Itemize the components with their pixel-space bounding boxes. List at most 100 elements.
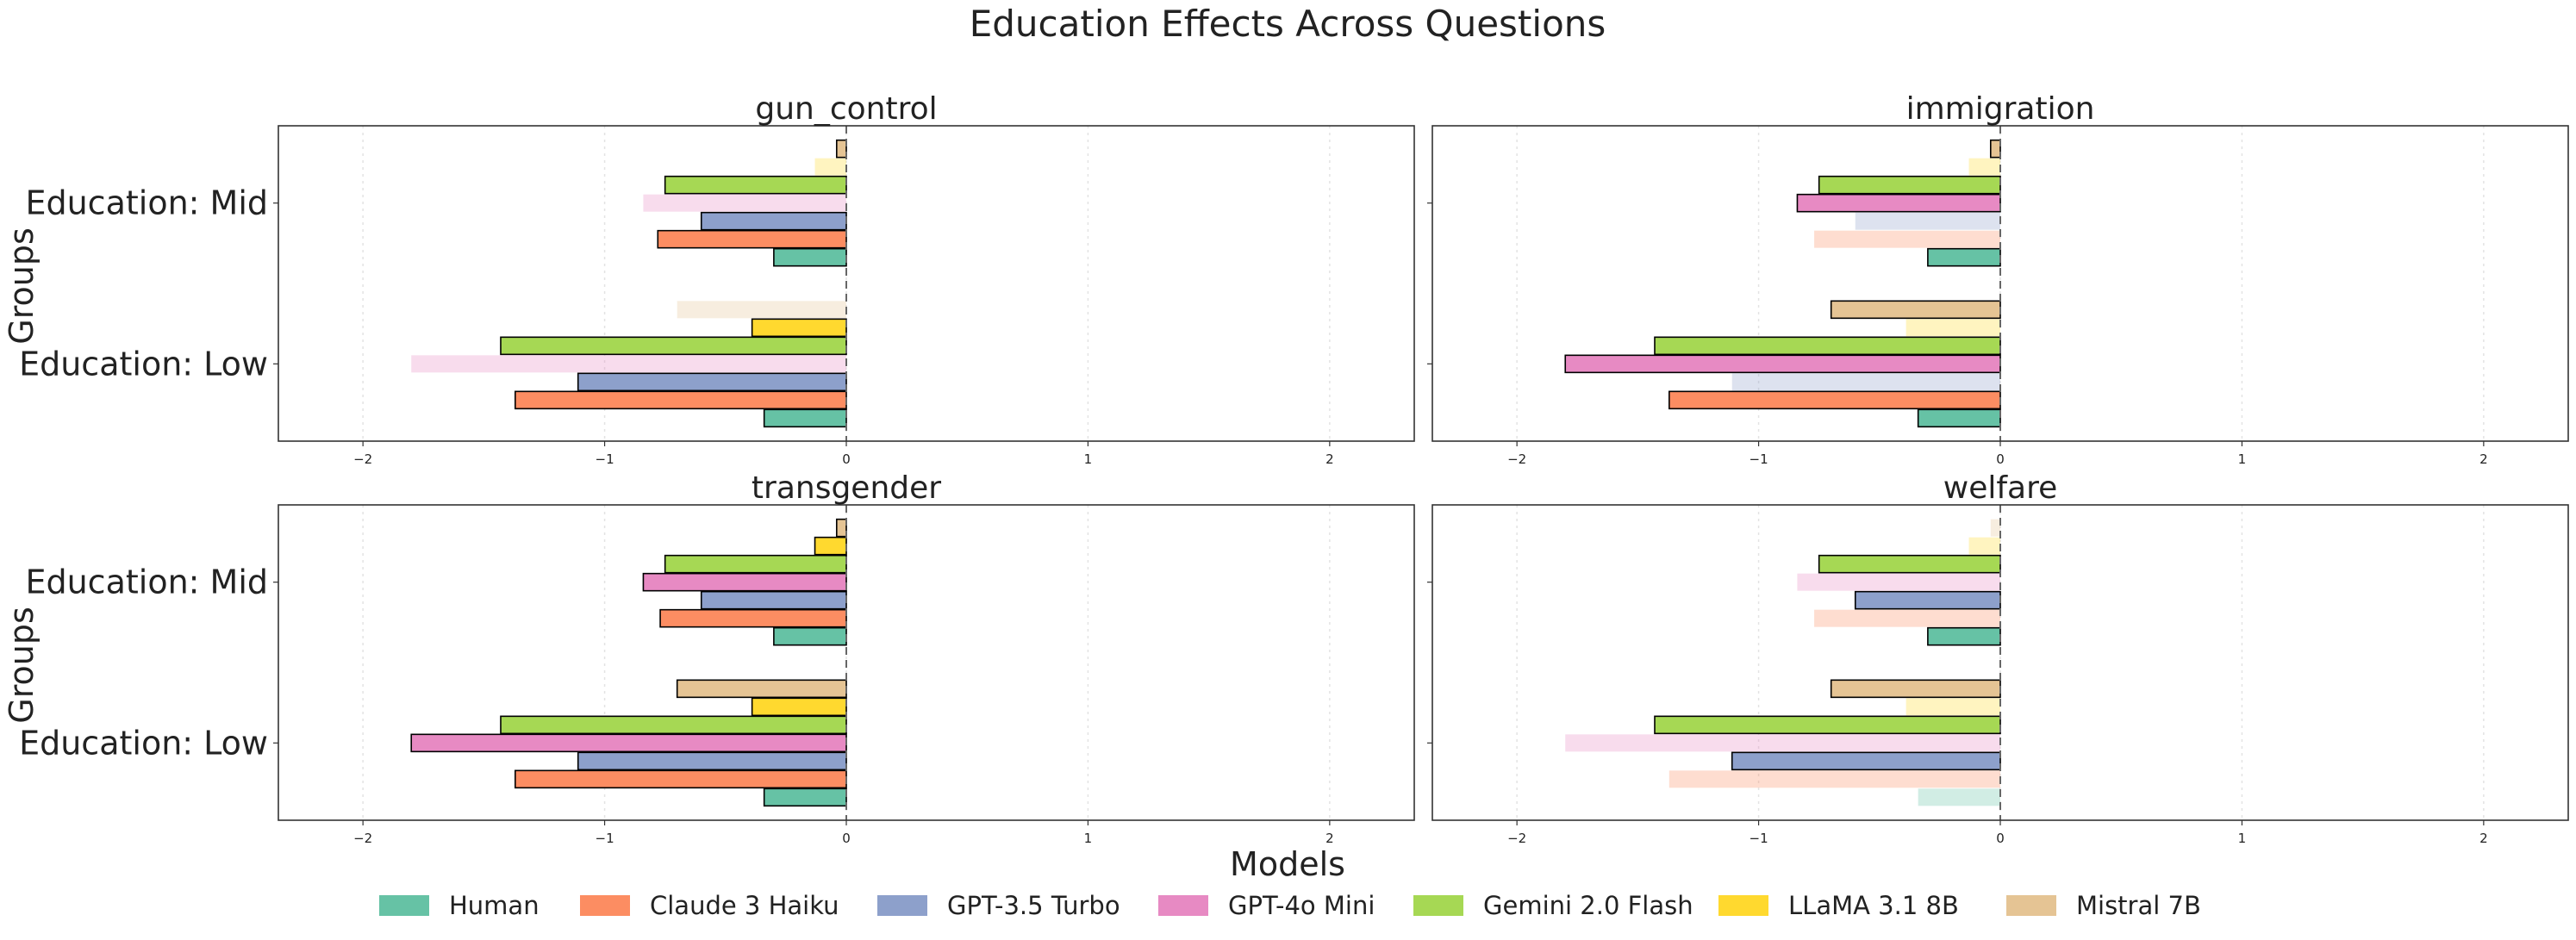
x-tick-label: 0	[1996, 831, 2005, 846]
legend-swatch	[2006, 895, 2056, 916]
x-tick-label: −2	[353, 831, 372, 846]
x-tick-label: −2	[353, 451, 372, 467]
bar-gpt-4o-mini-0	[411, 355, 846, 373]
x-tick-label: 2	[1325, 831, 1334, 846]
bar-gemini-2-0-flash-1	[664, 554, 847, 574]
bar-claude-3-haiku-0	[1668, 390, 2001, 410]
y-tick-label: Education: Low	[19, 724, 268, 762]
bar-mistral-7b-0	[677, 301, 846, 319]
bar-human-0	[1917, 408, 2001, 428]
x-tick-label: 0	[1996, 451, 2005, 467]
bar-claude-3-haiku-0	[515, 390, 847, 410]
bar-claude-3-haiku-1	[659, 608, 847, 628]
bar-llama-3-1-8b-1	[814, 536, 847, 556]
legend-swatch	[1718, 895, 1768, 916]
panel-welfare: welfare −2 −1 0 1 2	[1427, 470, 2569, 846]
legend-label: Claude 3 Haiku	[650, 891, 839, 920]
bar-llama-3-1-8b-0	[751, 697, 847, 717]
y-tick-label: Education: Mid	[25, 184, 268, 222]
x-tick-label: 1	[1084, 831, 1093, 846]
bar-claude-3-haiku-1	[1814, 230, 2000, 248]
bar-gemini-2-0-flash-0	[1654, 336, 2001, 356]
bar-human-0	[1918, 788, 2000, 806]
panel-title: transgender	[752, 470, 941, 506]
legend-item-claude-3-haiku: Claude 3 Haiku	[580, 891, 839, 920]
bar-gpt-3-5-turbo-1	[700, 211, 847, 231]
legend-swatch	[580, 895, 630, 916]
legend-swatch	[877, 895, 927, 916]
bar-gpt-4o-mini-0	[1565, 734, 2000, 752]
bar-gpt-3-5-turbo-1	[1855, 212, 2000, 230]
legend: Human Claude 3 Haiku GPT-3.5 Turbo GPT-4o M…	[379, 891, 2201, 920]
legend-item-gpt-4o-mini: GPT-4o Mini	[1158, 891, 1375, 920]
x-tick-label: 0	[842, 831, 851, 846]
bar-claude-3-haiku-1	[1814, 609, 2000, 627]
legend-title: Models	[1230, 845, 1345, 883]
legend-label: GPT-4o Mini	[1228, 891, 1375, 920]
bar-llama-3-1-8b-1	[1968, 158, 2000, 176]
legend-label: Mistral 7B	[2076, 891, 2201, 920]
bar-gpt-4o-mini-0	[1564, 354, 2001, 374]
panel-immigration: immigration −2 −1 0 1 2	[1427, 91, 2569, 467]
bar-mistral-7b-0	[1830, 300, 2001, 320]
bar-llama-3-1-8b-0	[1905, 698, 2000, 716]
figure-title: Education Effects Across Questions	[970, 3, 1606, 45]
bar-gpt-3-5-turbo-0	[577, 372, 847, 392]
legend-label: Human	[449, 891, 540, 920]
legend-swatch	[1413, 895, 1463, 916]
x-tick-label: −2	[1507, 451, 1526, 467]
legend-swatch	[1158, 895, 1208, 916]
bar-gpt-4o-mini-1	[1796, 193, 2001, 213]
bar-human-0	[763, 408, 847, 428]
legend-item-gemini-2-0-flash: Gemini 2.0 Flash	[1413, 891, 1693, 920]
y-axis-label-top: Groups	[3, 227, 41, 345]
bar-gpt-4o-mini-1	[1797, 573, 2000, 591]
legend-label: LLaMA 3.1 8B	[1788, 891, 1959, 920]
bar-mistral-7b-1	[835, 518, 847, 538]
bar-llama-3-1-8b-1	[814, 158, 846, 176]
legend-label: Gemini 2.0 Flash	[1483, 891, 1693, 920]
bar-claude-3-haiku-0	[515, 769, 847, 789]
x-tick-label: 2	[1325, 451, 1334, 467]
bar-claude-3-haiku-1	[657, 229, 847, 249]
x-tick-label: −1	[596, 831, 614, 846]
bar-mistral-7b-0	[676, 679, 847, 699]
bar-gpt-4o-mini-1	[642, 572, 847, 592]
bar-gpt-3-5-turbo-0	[1731, 751, 2001, 771]
bar-claude-3-haiku-0	[1668, 770, 2000, 788]
legend-item-gpt-3-5-turbo: GPT-3.5 Turbo	[877, 891, 1120, 920]
bar-gemini-2-0-flash-0	[500, 336, 847, 356]
bar-human-0	[763, 787, 847, 807]
bar-human-1	[773, 626, 847, 646]
bar-llama-3-1-8b-0	[1905, 319, 2000, 337]
x-tick-label: 1	[1084, 451, 1093, 467]
bar-mistral-7b-1	[835, 139, 847, 159]
bar-gemini-2-0-flash-1	[1818, 554, 2001, 574]
bar-gpt-3-5-turbo-1	[700, 590, 847, 610]
panels: gun_control −2 −1 0 1 2 Education: Low Educatio…	[19, 91, 2569, 846]
bar-mistral-7b-1	[1989, 139, 2001, 159]
y-axis-label-bottom: Groups	[3, 607, 41, 724]
x-tick-label: −1	[1750, 831, 1768, 846]
x-tick-label: 2	[2479, 831, 2488, 846]
bar-human-1	[773, 247, 847, 267]
panel-title: welfare	[1943, 470, 2058, 506]
legend-item-mistral-7b: Mistral 7B	[2006, 891, 2201, 920]
bar-llama-3-1-8b-1	[1968, 537, 2000, 555]
bar-gpt-4o-mini-1	[643, 194, 846, 212]
y-tick-label: Education: Mid	[25, 563, 268, 601]
bar-gemini-2-0-flash-0	[500, 715, 847, 735]
x-tick-label: 0	[842, 451, 851, 467]
x-tick-label: 1	[2238, 831, 2247, 846]
y-tick-label: Education: Low	[19, 345, 268, 383]
panel-title: immigration	[1906, 91, 2095, 127]
bar-mistral-7b-0	[1830, 679, 2001, 699]
x-tick-label: −1	[596, 451, 614, 467]
x-tick-label: 1	[2238, 451, 2247, 467]
bar-mistral-7b-1	[1990, 519, 2000, 537]
bar-gemini-2-0-flash-0	[1654, 715, 2001, 735]
bar-gemini-2-0-flash-1	[664, 175, 847, 195]
panel-gun-control: gun_control −2 −1 0 1 2 Education: Low Educatio…	[19, 91, 1415, 467]
panel-transgender: transgender −2 −1 0 1 2 Education: Low Educatio…	[19, 470, 1415, 846]
panel-title: gun_control	[755, 91, 937, 127]
